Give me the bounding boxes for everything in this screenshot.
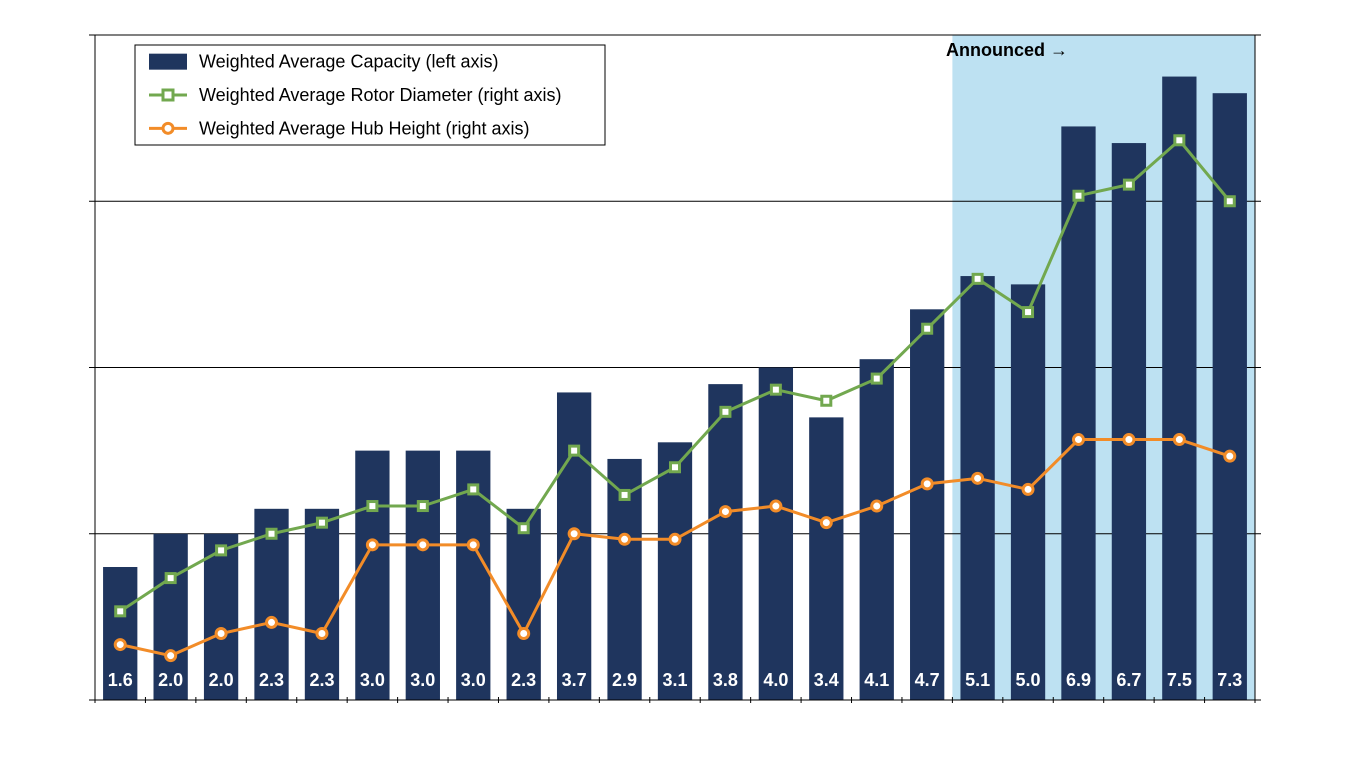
- marker-rotor-diameter: [721, 407, 730, 416]
- marker-hub-height: [821, 518, 831, 528]
- marker-hub-height: [1073, 435, 1083, 445]
- legend-swatch-bar: [149, 54, 187, 70]
- bar-data-label: 1.6: [108, 670, 133, 690]
- bar-data-label: 3.0: [410, 670, 435, 690]
- bar-data-label: 5.0: [1016, 670, 1041, 690]
- marker-rotor-diameter: [1175, 136, 1184, 145]
- bar-data-label: 7.3: [1217, 670, 1242, 690]
- marker-rotor-diameter: [822, 396, 831, 405]
- marker-rotor-diameter: [166, 574, 175, 583]
- marker-hub-height: [922, 479, 932, 489]
- announced-label: Announced →: [946, 40, 1068, 60]
- marker-rotor-diameter: [1124, 180, 1133, 189]
- bar-data-label: 2.3: [511, 670, 536, 690]
- marker-rotor-diameter: [771, 385, 780, 394]
- bar-data-label: 3.1: [662, 670, 687, 690]
- marker-rotor-diameter: [116, 607, 125, 616]
- marker-hub-height: [115, 640, 125, 650]
- bar-data-label: 2.0: [209, 670, 234, 690]
- marker-hub-height: [267, 617, 277, 627]
- bar: [708, 384, 742, 700]
- marker-hub-height: [166, 651, 176, 661]
- marker-hub-height: [367, 540, 377, 550]
- legend-label: Weighted Average Rotor Diameter (right a…: [199, 85, 562, 105]
- bar: [1061, 126, 1095, 700]
- marker-hub-height: [519, 629, 529, 639]
- bar-data-label: 3.4: [814, 670, 839, 690]
- marker-rotor-diameter: [570, 446, 579, 455]
- marker-rotor-diameter: [267, 529, 276, 538]
- marker-rotor-diameter: [317, 518, 326, 527]
- marker-hub-height: [418, 540, 428, 550]
- marker-rotor-diameter: [923, 324, 932, 333]
- marker-hub-height: [1174, 435, 1184, 445]
- bar-data-label: 3.7: [562, 670, 587, 690]
- marker-rotor-diameter: [519, 524, 528, 533]
- bar: [960, 276, 994, 700]
- marker-hub-height: [620, 534, 630, 544]
- marker-rotor-diameter: [973, 274, 982, 283]
- bar: [355, 451, 389, 700]
- bar-data-label: 5.1: [965, 670, 990, 690]
- marker-rotor-diameter: [217, 546, 226, 555]
- bar: [1162, 77, 1196, 700]
- marker-hub-height: [670, 534, 680, 544]
- marker-rotor-diameter: [1074, 191, 1083, 200]
- marker-hub-height: [216, 629, 226, 639]
- bar-data-label: 4.0: [763, 670, 788, 690]
- bar-data-label: 3.8: [713, 670, 738, 690]
- legend-marker-circle: [163, 123, 173, 133]
- bar: [658, 442, 692, 700]
- legend-label: Weighted Average Hub Height (right axis): [199, 118, 530, 138]
- bar: [910, 309, 944, 700]
- marker-hub-height: [317, 629, 327, 639]
- bar: [860, 359, 894, 700]
- bar: [406, 451, 440, 700]
- marker-rotor-diameter: [469, 485, 478, 494]
- marker-hub-height: [1225, 451, 1235, 461]
- marker-rotor-diameter: [418, 502, 427, 511]
- chart-root: 1.6 2.0 2.0 2.3 2.3 3.0 3.0 3.0 2.3 3.7 2.9 3.1 3.8 4…: [0, 0, 1350, 783]
- bar-data-label: 6.7: [1116, 670, 1141, 690]
- bar-data-label: 4.7: [915, 670, 940, 690]
- bar: [1213, 93, 1247, 700]
- bar-data-label: 2.3: [259, 670, 284, 690]
- marker-rotor-diameter: [620, 490, 629, 499]
- marker-hub-height: [973, 473, 983, 483]
- marker-hub-height: [569, 529, 579, 539]
- marker-hub-height: [771, 501, 781, 511]
- bar: [759, 368, 793, 701]
- bar-data-label: 3.0: [360, 670, 385, 690]
- bar-data-label: 2.9: [612, 670, 637, 690]
- chart-svg: 1.6 2.0 2.0 2.3 2.3 3.0 3.0 3.0 2.3 3.7 2.9 3.1 3.8 4…: [0, 0, 1350, 783]
- marker-hub-height: [468, 540, 478, 550]
- bar: [557, 392, 591, 700]
- marker-hub-height: [1023, 484, 1033, 494]
- bar-data-label: 6.9: [1066, 670, 1091, 690]
- marker-rotor-diameter: [872, 374, 881, 383]
- bar: [809, 417, 843, 700]
- bar: [1112, 143, 1146, 700]
- marker-hub-height: [720, 507, 730, 517]
- legend-marker-square: [163, 90, 173, 100]
- bar-data-label: 7.5: [1167, 670, 1192, 690]
- marker-rotor-diameter: [368, 502, 377, 511]
- marker-hub-height: [872, 501, 882, 511]
- marker-rotor-diameter: [1024, 308, 1033, 317]
- bar-data-label: 3.0: [461, 670, 486, 690]
- marker-rotor-diameter: [1225, 197, 1234, 206]
- legend-label: Weighted Average Capacity (left axis): [199, 52, 499, 72]
- marker-rotor-diameter: [671, 463, 680, 472]
- bar-data-label: 2.0: [158, 670, 183, 690]
- bar-data-label: 2.3: [309, 670, 334, 690]
- marker-hub-height: [1124, 435, 1134, 445]
- bar-data-label: 4.1: [864, 670, 889, 690]
